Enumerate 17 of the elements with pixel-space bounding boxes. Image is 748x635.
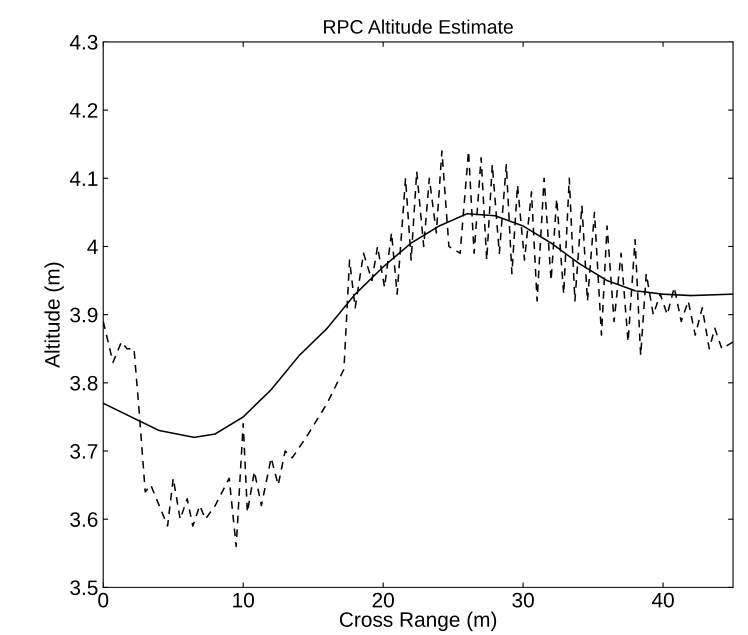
x-tick-label: 40 (652, 592, 674, 608)
x-tick-label: 10 (233, 592, 254, 608)
y-tick-label: 3.6 (70, 512, 98, 527)
y-tick-label: 3.8 (70, 376, 98, 391)
y-tick-label: 4.2 (70, 103, 98, 118)
y-tick-label: 3.9 (70, 308, 98, 322)
y-tick-label: 4.1 (70, 171, 98, 186)
x-axis-title: Cross Range (m) (340, 612, 496, 632)
y-tick-label: 4 (87, 240, 98, 254)
y-tick-label: 3.7 (70, 444, 98, 459)
y-tick-label: 3.5 (70, 580, 98, 596)
x-tick-label: 30 (512, 592, 534, 608)
x-tick-label: 0 (98, 592, 108, 608)
chart-title: RPC Altitude Estimate (324, 19, 513, 34)
y-tick-label: 4.3 (70, 34, 98, 50)
y-axis-title: Altitude (m) (44, 262, 64, 368)
x-tick-label: 20 (372, 592, 394, 608)
